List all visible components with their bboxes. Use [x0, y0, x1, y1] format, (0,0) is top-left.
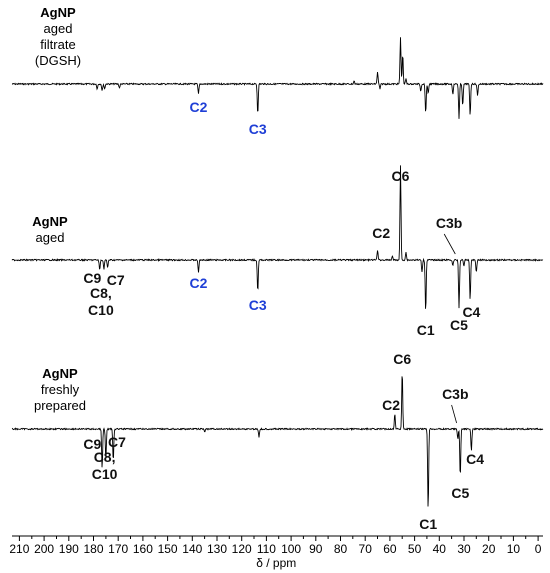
spectrum-name-line: aged [36, 230, 65, 245]
x-axis-title: δ / ppm [256, 556, 296, 570]
c3b-pointer-line [451, 404, 457, 424]
peak-label: C9 [83, 270, 101, 286]
x-tick-label: 10 [507, 542, 521, 556]
peak-label: C2 [382, 397, 400, 413]
spectrum-trace [11, 165, 544, 309]
peak-label: C4 [462, 304, 480, 320]
x-tick-label: 80 [334, 542, 348, 556]
spectrum-name-line: AgNP [32, 214, 68, 229]
spectrum-name-line: AgNP [40, 5, 76, 20]
x-axis-ticks: 210 200 190 180 170 160 150 140 130 120 110 100 90 80… [9, 536, 542, 556]
peak-label: C1 [417, 322, 435, 338]
spectrum-name-line: prepared [34, 398, 86, 413]
x-tick-label: 100 [281, 542, 301, 556]
x-tick-label: 70 [359, 542, 373, 556]
x-tick-label: 110 [257, 542, 276, 556]
spectrum-trace [11, 376, 544, 507]
x-tick-label: 90 [309, 542, 323, 556]
peak-label: C6 [392, 168, 410, 184]
x-tick-label: 20 [482, 542, 496, 556]
x-tick-label: 30 [457, 542, 471, 556]
x-tick-label: 210 [9, 542, 29, 556]
spectrum-trace [11, 37, 544, 119]
x-tick-label: 50 [408, 542, 422, 556]
c3b-pointer-line [443, 233, 456, 255]
peak-label: C3 [249, 121, 267, 137]
spectrum-name-line: aged [44, 21, 73, 36]
peak-label: C7 [108, 434, 126, 450]
x-tick-label: 150 [158, 542, 178, 556]
x-tick-label: 60 [383, 542, 397, 556]
peak-label: C5 [451, 485, 469, 501]
peak-label: C3 [249, 297, 267, 313]
peak-label: C9 [83, 436, 101, 452]
x-tick-label: 130 [207, 542, 227, 556]
spectrum-name-line: (DGSH) [35, 53, 81, 68]
x-tick-label: 200 [34, 542, 54, 556]
spectrum-name-line: freshly [41, 382, 80, 397]
peak-label: C6 [393, 351, 411, 367]
x-tick-label: 120 [232, 542, 252, 556]
x-tick-label: 0 [535, 542, 542, 556]
x-tick-label: 180 [83, 542, 103, 556]
peak-label: C4 [466, 451, 484, 467]
peak-label: C8, [94, 449, 116, 465]
peak-label: C2 [190, 99, 208, 115]
spectrum-name-line: filtrate [40, 37, 75, 52]
peak-label: C7 [107, 272, 125, 288]
peak-label: C10 [88, 302, 114, 318]
x-tick-label: 170 [108, 542, 128, 556]
peak-label: C5 [450, 317, 468, 333]
peak-label: C8, [90, 285, 112, 301]
peak-label: C2 [372, 225, 390, 241]
x-tick-label: 40 [433, 542, 447, 556]
x-tick-label: 140 [182, 542, 202, 556]
spectrum-name-line: AgNP [42, 366, 78, 381]
peak-label: C3b [442, 386, 468, 402]
x-axis: 210 200 190 180 170 160 150 140 130 120 110 100 90 80… [9, 535, 543, 570]
peak-label: C2 [190, 275, 208, 291]
x-tick-label: 160 [133, 542, 153, 556]
x-tick-label: 190 [59, 542, 79, 556]
peak-label: C10 [92, 466, 118, 482]
peak-label: C3b [436, 215, 462, 231]
spectra-layer: AgNPagedfiltrate(DGSH)C2C3AgNPagedC2C3C9… [11, 5, 544, 532]
peak-label: C1 [419, 516, 437, 532]
